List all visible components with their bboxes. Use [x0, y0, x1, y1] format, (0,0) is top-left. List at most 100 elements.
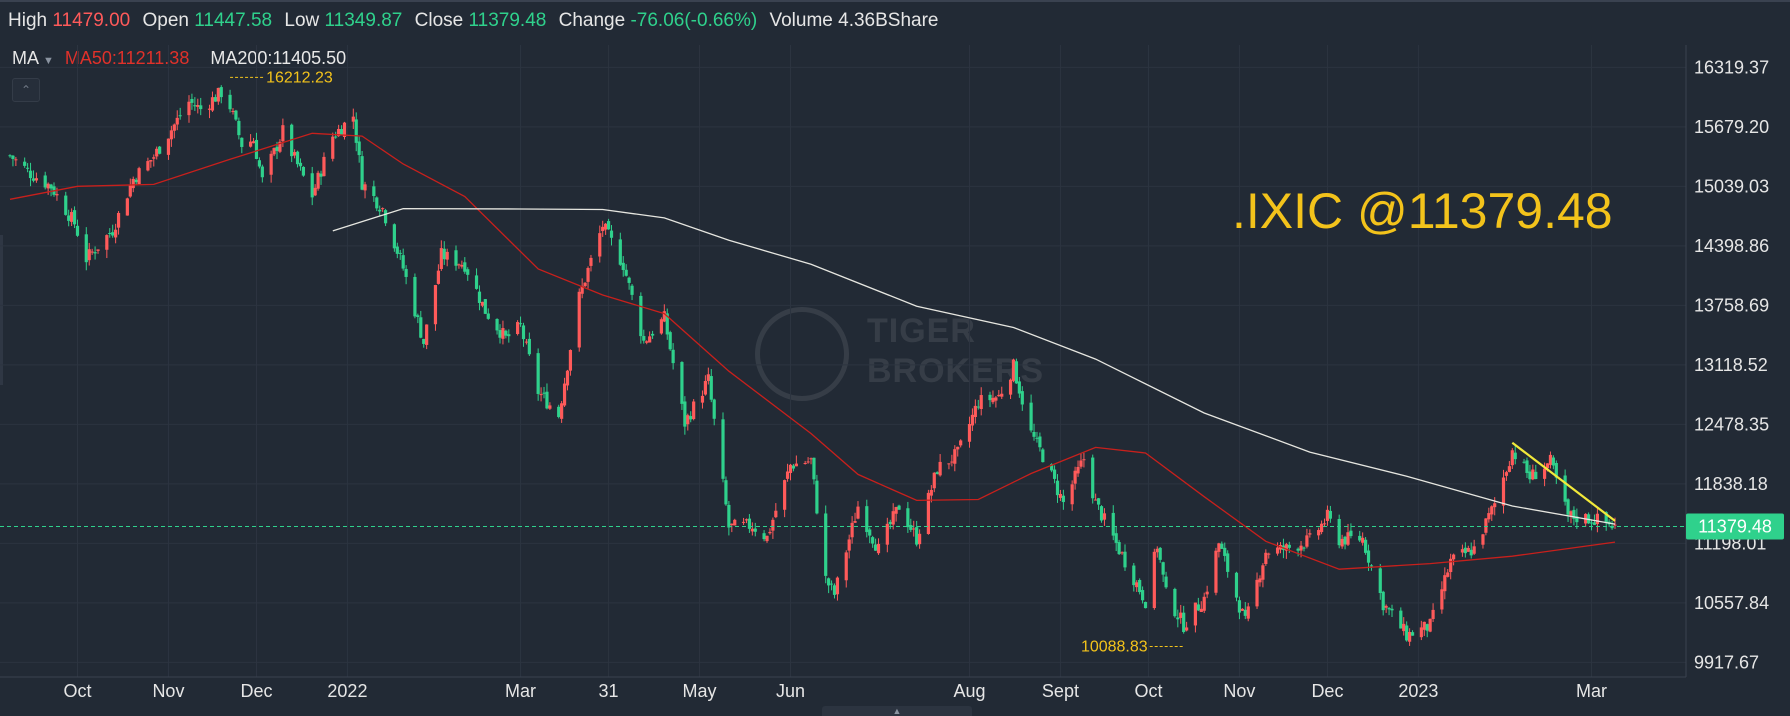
candle-body — [1399, 610, 1403, 629]
candle-body — [1446, 572, 1450, 577]
open-label: Open — [142, 10, 189, 31]
x-axis: Oct Nov Dec 2022 Mar 31 May Jun Aug Sept Oct Nov Dec… — [63, 681, 1607, 701]
indicator-selector[interactable]: MA — [12, 48, 39, 68]
candle-body — [568, 350, 573, 371]
x-tick-label: Sept — [1042, 681, 1079, 701]
candle-body — [1020, 391, 1024, 405]
candle-body — [1220, 543, 1224, 549]
candle-body — [1469, 549, 1473, 556]
candle-body — [463, 262, 467, 272]
candle-body — [1472, 546, 1476, 554]
candle-body — [1199, 608, 1203, 612]
candle-body — [598, 233, 602, 257]
x-tick-label: Mar — [1576, 681, 1607, 701]
ma200-legend: MA200:11405.50 — [210, 48, 347, 68]
candle-body — [93, 252, 97, 254]
candle-body — [1196, 604, 1200, 611]
candle-body — [137, 168, 141, 185]
candle-body — [237, 120, 241, 136]
candle-body — [829, 583, 834, 585]
candle-body — [1463, 547, 1467, 554]
x-tick-label: Mar — [505, 681, 536, 701]
candle-body — [970, 414, 975, 426]
candle-body — [128, 185, 132, 197]
candle-body — [1099, 506, 1104, 521]
candle-body — [557, 406, 561, 417]
high-label: High — [8, 10, 48, 31]
candle-body — [228, 94, 232, 110]
caret-down-icon[interactable]: ▼ — [43, 55, 54, 67]
candle-body — [1384, 605, 1388, 608]
candle-body — [1111, 512, 1115, 536]
candle-body — [354, 119, 358, 143]
candle-body — [1466, 547, 1470, 552]
candle-body — [149, 160, 153, 162]
volume-label: Volume — [769, 10, 833, 31]
candle-body — [360, 156, 364, 190]
candle-body — [565, 370, 570, 386]
candle-body — [929, 489, 933, 496]
candle-body — [891, 511, 895, 525]
candle-body — [87, 249, 91, 261]
collapse-indicators-button[interactable]: ⌃ — [12, 78, 40, 102]
ma50-legend: MA50:11211.38 — [64, 48, 190, 68]
candle-body — [1343, 536, 1347, 545]
candle-body — [973, 405, 977, 418]
candle-body — [815, 480, 819, 514]
low-value: 11349.87 — [324, 10, 403, 31]
candle-body — [1554, 463, 1558, 478]
candle-body — [721, 419, 725, 479]
candle-body — [295, 151, 300, 165]
bottom-panel-handle[interactable]: ▲ — [822, 706, 972, 716]
volume-value: 4.36BShare — [838, 10, 939, 31]
candle-body — [709, 376, 713, 400]
candle-body — [1284, 544, 1288, 551]
candle-body — [909, 525, 913, 530]
candle-body — [14, 159, 18, 161]
candle-body — [260, 166, 264, 178]
candle-body — [938, 461, 942, 476]
candle-body — [1205, 591, 1209, 595]
low-label: Low — [284, 10, 320, 31]
candle-body — [1308, 533, 1312, 535]
current-price-tag: 11379.48 — [1686, 513, 1784, 540]
candle-body — [932, 472, 936, 489]
candles — [8, 85, 1617, 646]
candle-body — [1082, 459, 1086, 461]
change-label: Change — [558, 10, 626, 31]
candle-body — [190, 98, 194, 103]
candle-body — [1490, 506, 1494, 515]
candle-body — [43, 175, 47, 188]
candle-body — [28, 170, 33, 179]
candle-body — [1255, 579, 1259, 607]
candle-body — [1410, 632, 1415, 636]
candle-body — [1011, 359, 1016, 381]
y-tick-label: 15039.03 — [1694, 176, 1769, 196]
candle-body — [1008, 379, 1013, 395]
candle-body — [888, 521, 892, 525]
candle-body — [1422, 621, 1426, 630]
candle-body — [257, 160, 262, 167]
candle-body — [64, 195, 68, 215]
candle-body — [298, 162, 303, 167]
x-tick-label: 2022 — [327, 681, 367, 701]
candle-body — [331, 136, 335, 159]
candle-body — [1425, 624, 1429, 631]
chevron-up-icon: ⌃ — [20, 83, 32, 97]
candle-body — [1152, 551, 1156, 609]
candle-body — [1534, 471, 1538, 480]
candle-body — [868, 529, 872, 536]
candle-body — [703, 381, 708, 395]
candle-body — [1569, 511, 1573, 516]
candle-body — [310, 173, 314, 198]
candle-body — [454, 250, 458, 266]
candle-body — [624, 269, 628, 276]
candle-body — [108, 233, 112, 235]
left-scroll-edge[interactable] — [0, 235, 3, 385]
candle-body — [639, 295, 643, 337]
candle-body — [545, 391, 549, 409]
candle-body — [1493, 503, 1497, 508]
x-tick-label: Jun — [776, 681, 805, 701]
candle-body — [372, 186, 376, 197]
